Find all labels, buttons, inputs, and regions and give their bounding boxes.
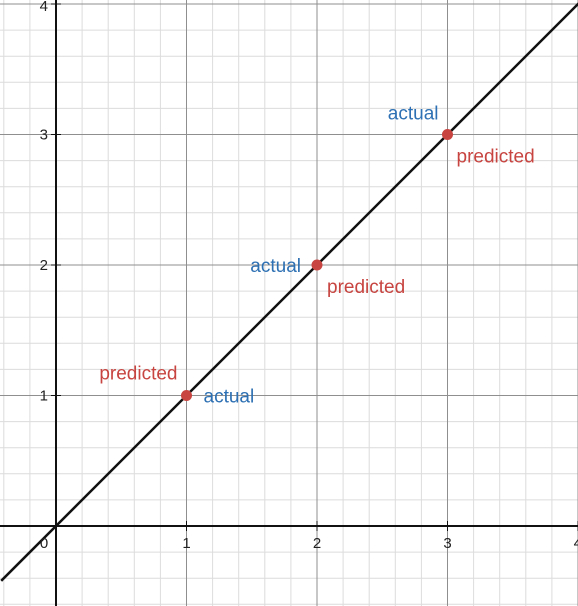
x-tick-label: 3: [443, 535, 451, 552]
points-layer: [181, 129, 453, 401]
point-label: predicted: [327, 277, 405, 298]
y-tick-label: 1: [40, 388, 48, 405]
identity-line-layer: [0, 2, 578, 582]
point-label: predicted: [457, 147, 535, 168]
data-point[interactable]: [442, 129, 453, 140]
identity-line: [0, 2, 578, 582]
labels-layer: 0 1 2 3 4 1 2 3 4 predicted actual actual predicted a…: [40, 0, 578, 552]
x-tick-label: 0: [40, 535, 48, 552]
x-tick-label: 4: [574, 535, 578, 552]
x-tick-label: 1: [182, 535, 190, 552]
data-point[interactable]: [181, 390, 192, 401]
point-label: predicted: [99, 364, 177, 385]
y-tick-label: 2: [40, 257, 48, 274]
data-point[interactable]: [311, 259, 323, 271]
point-label: actual: [204, 387, 255, 408]
y-tick-label: 4: [40, 0, 48, 15]
y-tick-label: 3: [40, 127, 48, 144]
x-tick-label: 2: [313, 535, 321, 552]
tick-marks: [51, 3, 578, 531]
point-label: actual: [250, 256, 301, 277]
point-label: actual: [388, 104, 439, 125]
